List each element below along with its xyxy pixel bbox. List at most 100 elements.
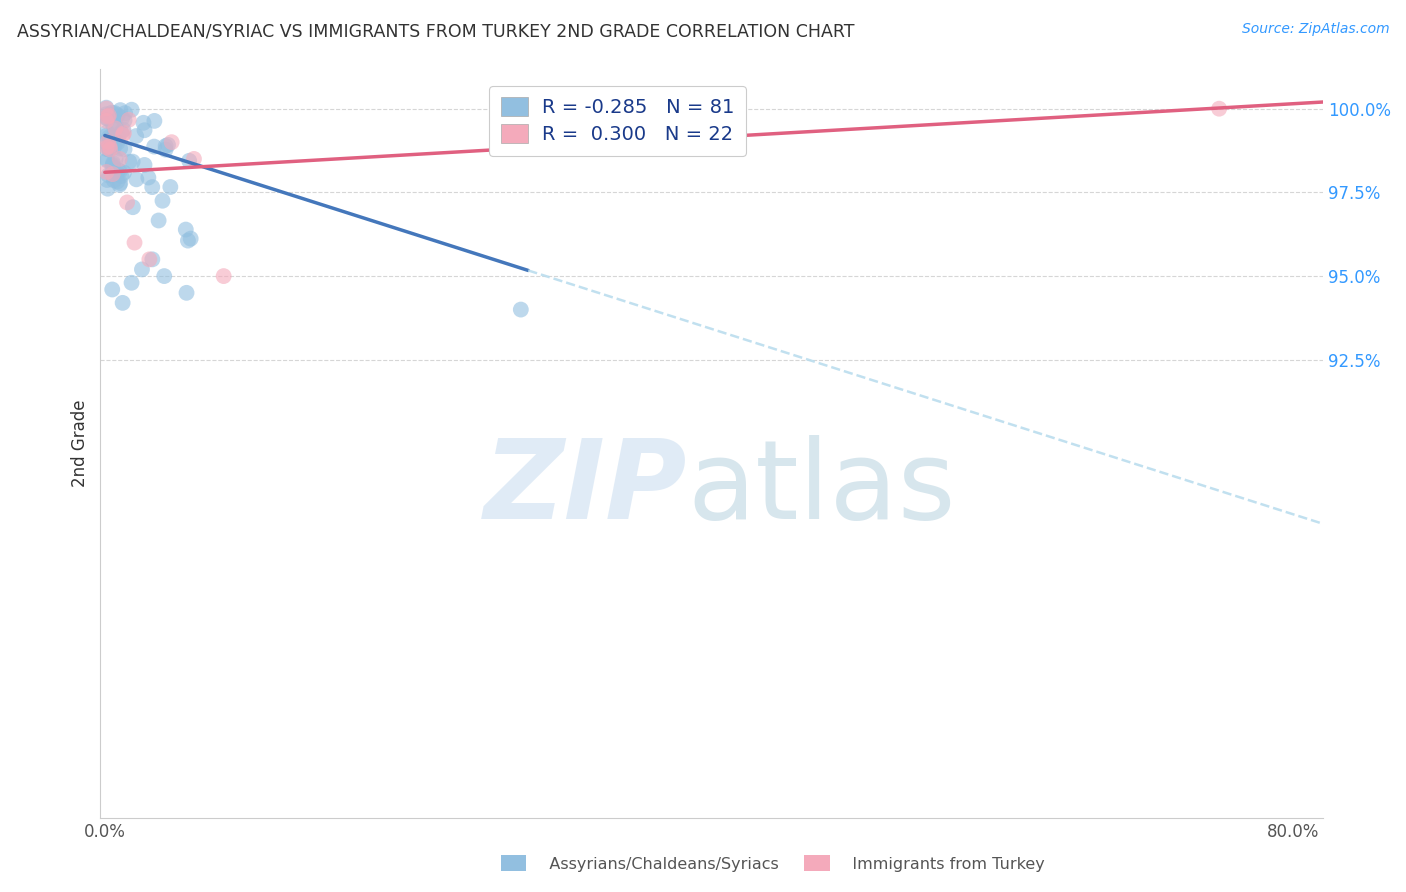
Point [134,123,156,137]
Point [104,152,127,166]
Point [141,180,163,194]
Point [98,143,121,157]
Point [112,166,135,180]
Point [121,103,143,117]
Point [1208,102,1230,116]
Point [111,296,134,310]
Point [124,235,146,250]
Point [152,194,174,208]
Point [96,165,118,179]
Point [107,108,129,122]
Text: Source: ZipAtlas.com: Source: ZipAtlas.com [1241,22,1389,37]
Point [96,140,118,154]
Point [97,110,120,124]
Point [111,128,134,142]
Point [104,117,127,131]
Point [104,106,127,120]
Point [125,172,148,186]
Point [101,116,124,130]
Point [148,213,170,227]
Point [118,154,141,169]
Point [125,129,148,144]
Point [112,122,135,136]
Point [112,126,135,140]
Point [101,167,124,181]
Point [98,130,121,145]
Text: atlas: atlas [688,435,956,542]
Point [212,269,235,284]
Point [100,105,122,120]
Point [110,169,132,183]
Point [155,143,177,157]
Point [96,113,118,128]
Point [96,107,118,121]
Point [138,170,160,185]
Text: Immigrants from Turkey: Immigrants from Turkey [837,857,1045,872]
Point [103,140,125,154]
Point [131,262,153,277]
Point [97,169,120,183]
Point [101,283,124,297]
Point [108,142,131,156]
Point [107,129,129,144]
Point [180,232,202,246]
Point [114,106,136,120]
Point [105,166,128,180]
Point [153,269,176,284]
Point [509,302,531,317]
Point [101,158,124,172]
Point [98,139,121,153]
Text: Assyrians/Chaldeans/Syriacs: Assyrians/Chaldeans/Syriacs [534,857,779,872]
Point [96,153,118,168]
Point [121,200,143,214]
Point [132,116,155,130]
Point [114,142,136,156]
Text: ASSYRIAN/CHALDEAN/SYRIAC VS IMMIGRANTS FROM TURKEY 2ND GRADE CORRELATION CHART: ASSYRIAN/CHALDEAN/SYRIAC VS IMMIGRANTS F… [17,22,855,40]
Point [104,121,127,136]
Point [118,112,141,127]
Point [98,142,121,156]
Point [143,114,166,128]
Point [143,139,166,153]
Text: ZIP: ZIP [484,435,688,542]
Point [96,173,118,187]
Point [134,158,156,172]
Point [96,101,118,115]
Point [115,195,138,210]
Point [103,173,125,187]
Point [96,102,118,116]
Point [160,135,183,149]
Point [96,112,118,126]
Point [110,103,132,117]
Point [96,128,118,143]
Point [97,182,120,196]
Point [141,252,163,267]
Point [101,160,124,174]
Point [105,136,128,150]
Legend: R = -0.285   N = 81, R =  0.300   N = 22: R = -0.285 N = 81, R = 0.300 N = 22 [489,86,745,156]
Point [111,111,134,125]
Point [110,126,132,140]
Point [104,135,127,149]
Point [96,125,118,139]
Point [107,174,129,188]
Point [121,154,143,169]
Point [97,109,120,123]
Point [155,139,177,153]
Point [108,152,131,166]
Point [138,252,160,267]
Point [96,112,118,126]
Point [176,285,198,300]
Point [174,222,197,236]
Point [108,164,131,178]
Point [101,156,124,170]
Point [96,136,118,150]
Point [96,153,118,167]
Point [108,178,131,192]
Point [121,276,143,290]
Point [98,142,121,156]
Point [177,234,200,248]
Point [183,152,205,166]
Point [97,135,120,149]
Point [107,163,129,178]
